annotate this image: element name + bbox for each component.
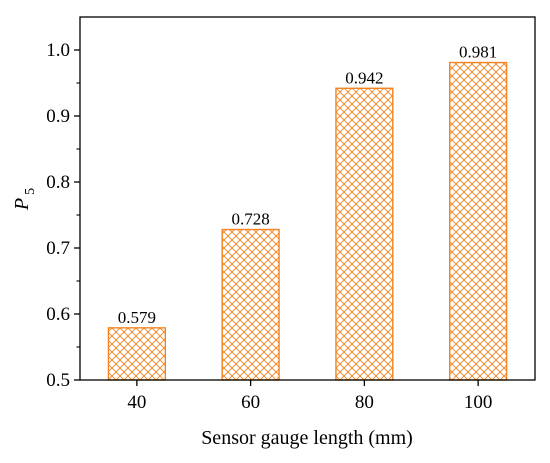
bars-layer [107,61,508,381]
bar-100 [448,61,508,381]
x-axis-title: Sensor gauge length (mm) [201,427,413,449]
data-label-80: 0.942 [345,68,383,87]
x-tick-label-100: 100 [464,392,493,413]
data-labels: 0.579 0.728 0.942 0.981 [118,43,498,327]
y-tick-label-2: 0.7 [46,238,70,259]
y-tick-label-1: 0.6 [46,304,70,325]
x-tick-label-40: 40 [127,392,146,413]
bar-40 [107,327,167,381]
y-axis: 0.5 0.6 0.7 0.8 0.9 1.0 [46,40,80,391]
y-tick-label-5: 1.0 [46,40,70,61]
y-tick-label-4: 0.9 [46,106,70,127]
y-tick-label-3: 0.8 [46,172,70,193]
x-tick-label-60: 60 [241,392,260,413]
x-axis: 40 60 80 100 [127,380,492,413]
plot-area-frame [79,16,536,381]
y-axis-title: P5 [11,188,38,211]
data-label-60: 0.728 [232,210,270,229]
y-axis-title-subscript: 5 [23,188,38,195]
bar-80 [335,87,394,381]
y-axis-title-main: P [11,198,33,211]
bar-60 [221,228,280,381]
y-tick-label-0: 0.5 [46,370,70,391]
data-label-40: 0.579 [118,308,156,327]
data-label-100: 0.981 [459,43,497,62]
x-tick-label-80: 80 [355,392,374,413]
